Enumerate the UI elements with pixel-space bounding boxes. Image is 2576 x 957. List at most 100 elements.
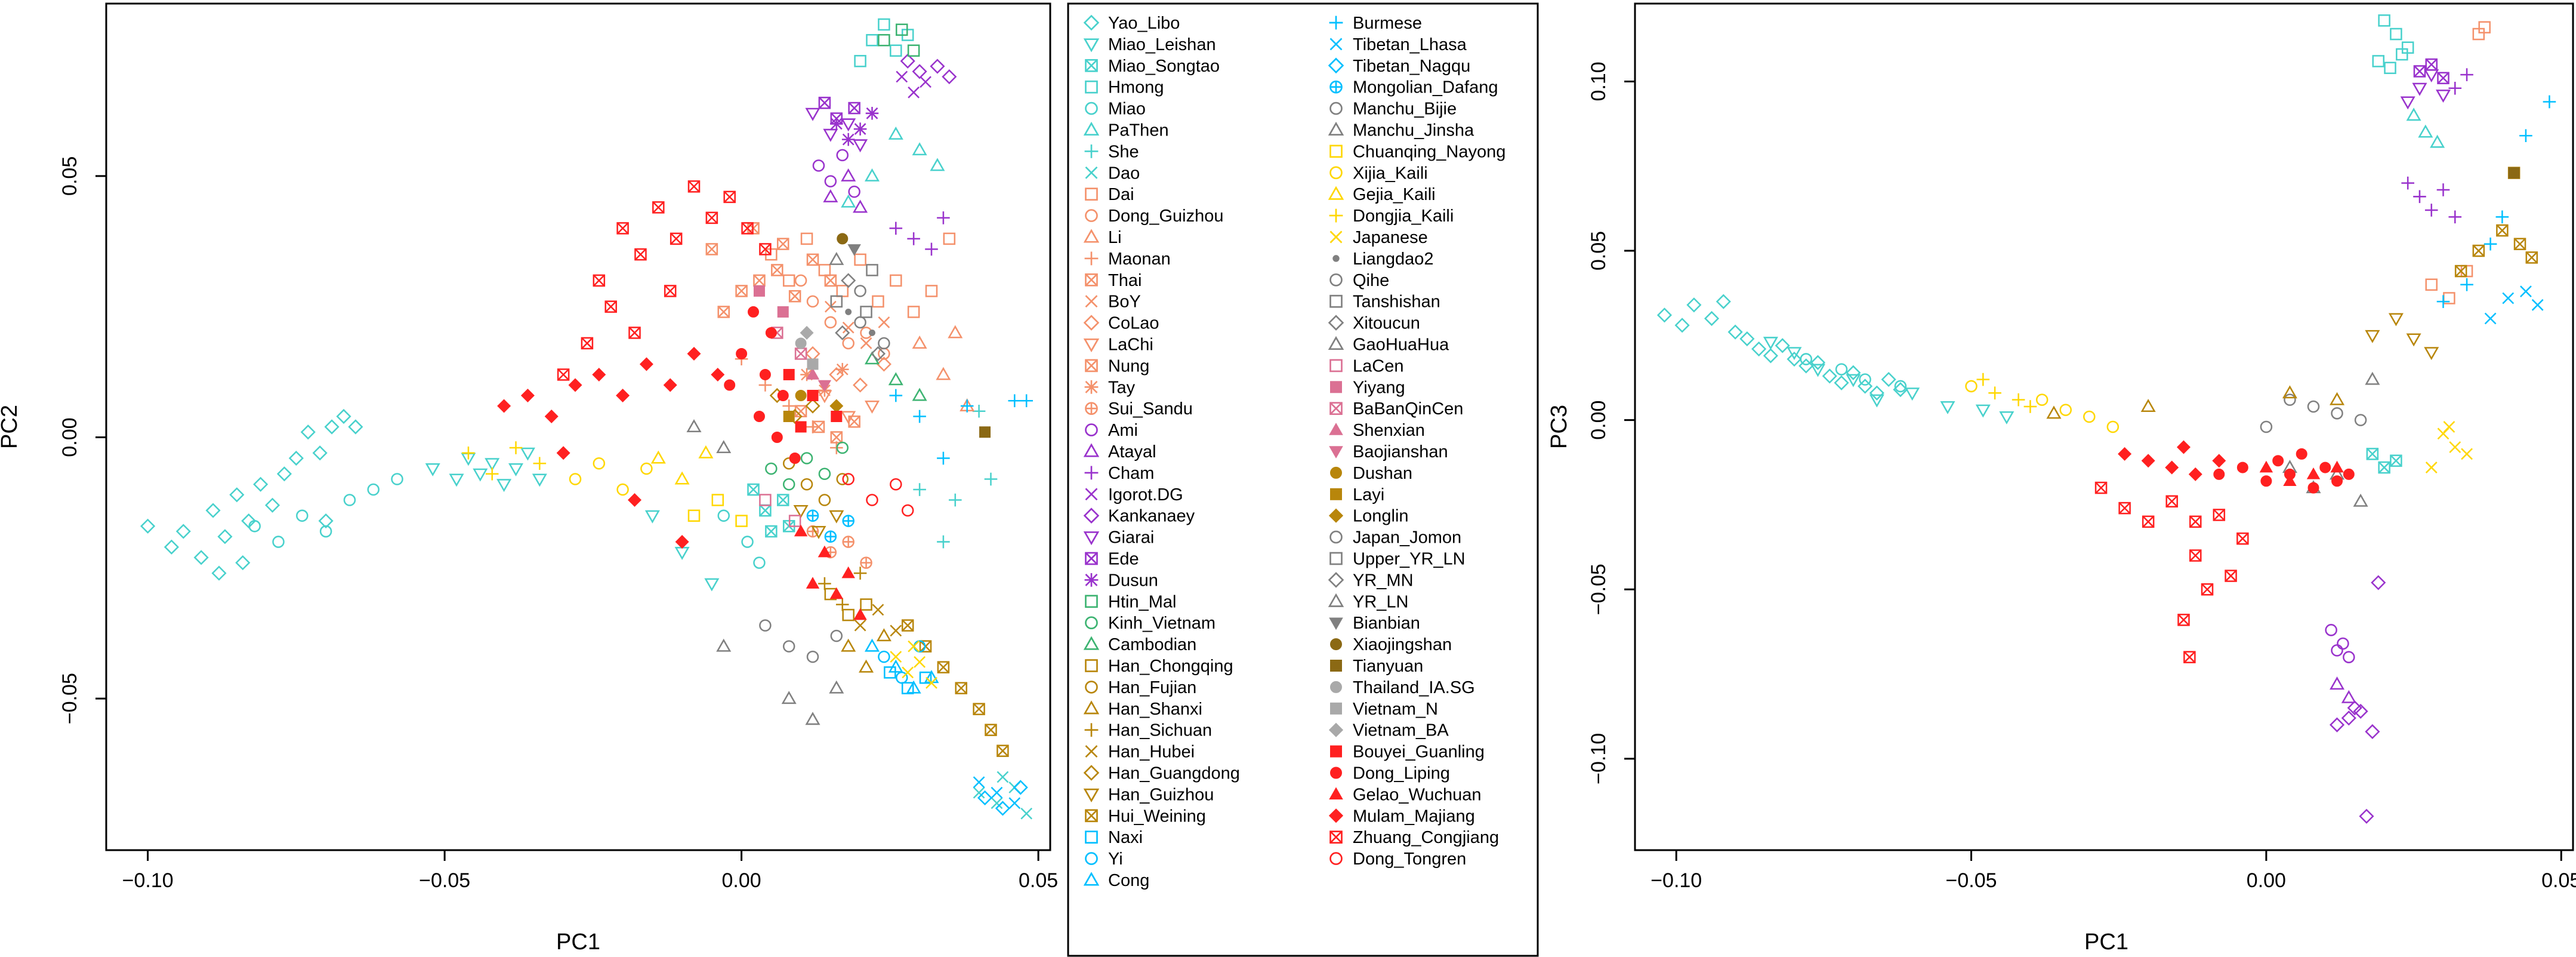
data-point [2354,414,2367,426]
legend-marker [1085,273,1098,287]
y-tick-label: 0.00 [58,417,81,457]
data-point [836,285,849,297]
data-point [1008,797,1021,810]
data-point [2272,455,2284,467]
data-point [943,232,956,245]
data-point [835,362,849,376]
data-point [830,295,843,308]
data-point [348,419,363,435]
data-point [907,232,920,245]
data-point [687,509,701,522]
data-point [925,285,938,297]
legend-label: Yao_Libo [1108,14,1180,33]
legend-marker [1083,338,1100,353]
data-point [343,494,356,506]
data-point [842,337,854,350]
series-upper-yr-ln [866,264,878,276]
series-han-chongqing [824,587,872,621]
legend-marker [1328,722,1344,737]
x-axis-label: PC1 [2084,930,2128,955]
series-tanshishan [830,295,872,318]
legend-item-vietnam-ba: Vietnam_BA [1328,721,1449,740]
legend-item-giarai: Giarai [1083,528,1154,547]
legend-item-cong: Cong [1083,871,1149,890]
data-point [788,515,801,527]
data-point [581,337,594,350]
data-point [818,494,831,506]
series-pathen [841,126,945,208]
series-maonan [735,352,843,454]
series-japanese [890,640,937,689]
series-han-guizhou [793,505,844,539]
legend-label: Shenxian [1353,421,1425,440]
legend-label: BaBanQinCen [1353,399,1463,419]
data-point [853,199,868,213]
legend-marker [1330,702,1342,715]
data-point [425,463,440,476]
data-point [741,536,754,548]
data-point [878,316,890,328]
legend-item-mongolian-dafang: Mongolian_Dafang [1329,78,1498,97]
data-point [2460,68,2473,81]
legend-label: Han_Shanxi [1108,700,1202,719]
data-point [650,450,666,464]
data-point [1727,324,1743,340]
data-point [937,661,950,673]
legend-item-han-shanxi: Han_Shanxi [1083,700,1202,719]
data-point [788,290,801,303]
legend-item-kankanaey: Kankanaey [1083,507,1195,526]
data-point [1940,401,1955,414]
data-point [616,388,630,402]
data-point [2330,392,2345,405]
data-point [675,535,689,549]
data-point [890,44,902,57]
data-point [473,468,488,482]
series-gejia-kaili [650,445,714,485]
data-point [193,550,209,565]
legend-item-htin-mal: Htin_Mal [1085,592,1176,611]
data-point [794,347,807,360]
data-point [1834,375,1849,390]
legend-marker [1329,830,1343,844]
data-point [704,578,720,592]
data-point [1905,387,1920,401]
data-point [854,285,866,297]
data-point [497,399,511,413]
legend-item-longlin: Longlin [1328,507,1409,526]
series-giarai [805,107,868,153]
series-kankanaey [2329,575,2386,824]
legend-item-pathen: PaThen [1083,121,1169,140]
data-point [991,797,1003,810]
legend-item-dong-liping: Dong_Liping [1330,764,1450,783]
series-igorot-dg [896,70,931,99]
series-miao-leishan [425,447,720,592]
legend-item-li: Li [1083,228,1122,247]
data-point [2225,570,2237,582]
legend-marker [1085,745,1098,758]
data-point [824,274,837,287]
data-point [674,547,690,560]
legend-marker [1083,765,1100,781]
legend-label: Maonan [1108,250,1171,269]
legend-label: Chuanqing_Nayong [1353,142,1506,161]
data-point [866,34,878,47]
data-point [2330,460,2344,473]
legend-label: Liangdao2 [1353,250,1433,269]
data-point [912,336,927,349]
data-point [753,274,766,287]
legend-label: Li [1108,228,1122,247]
series-gelao-wuchuan [794,524,867,620]
legend-item-shenxian: Shenxian [1329,421,1425,440]
data-point [211,565,227,581]
legend-item-colao: CoLao [1083,314,1159,333]
series-tibetan-lhasa [2484,285,2544,325]
data-point [2353,703,2368,719]
data-point [462,446,475,460]
data-point [2425,278,2438,291]
data-point [783,410,795,422]
data-point [2520,285,2532,298]
data-point [391,473,403,485]
data-point [1763,337,1778,350]
legend-label: Dao [1108,164,1140,183]
data-point [759,494,772,506]
